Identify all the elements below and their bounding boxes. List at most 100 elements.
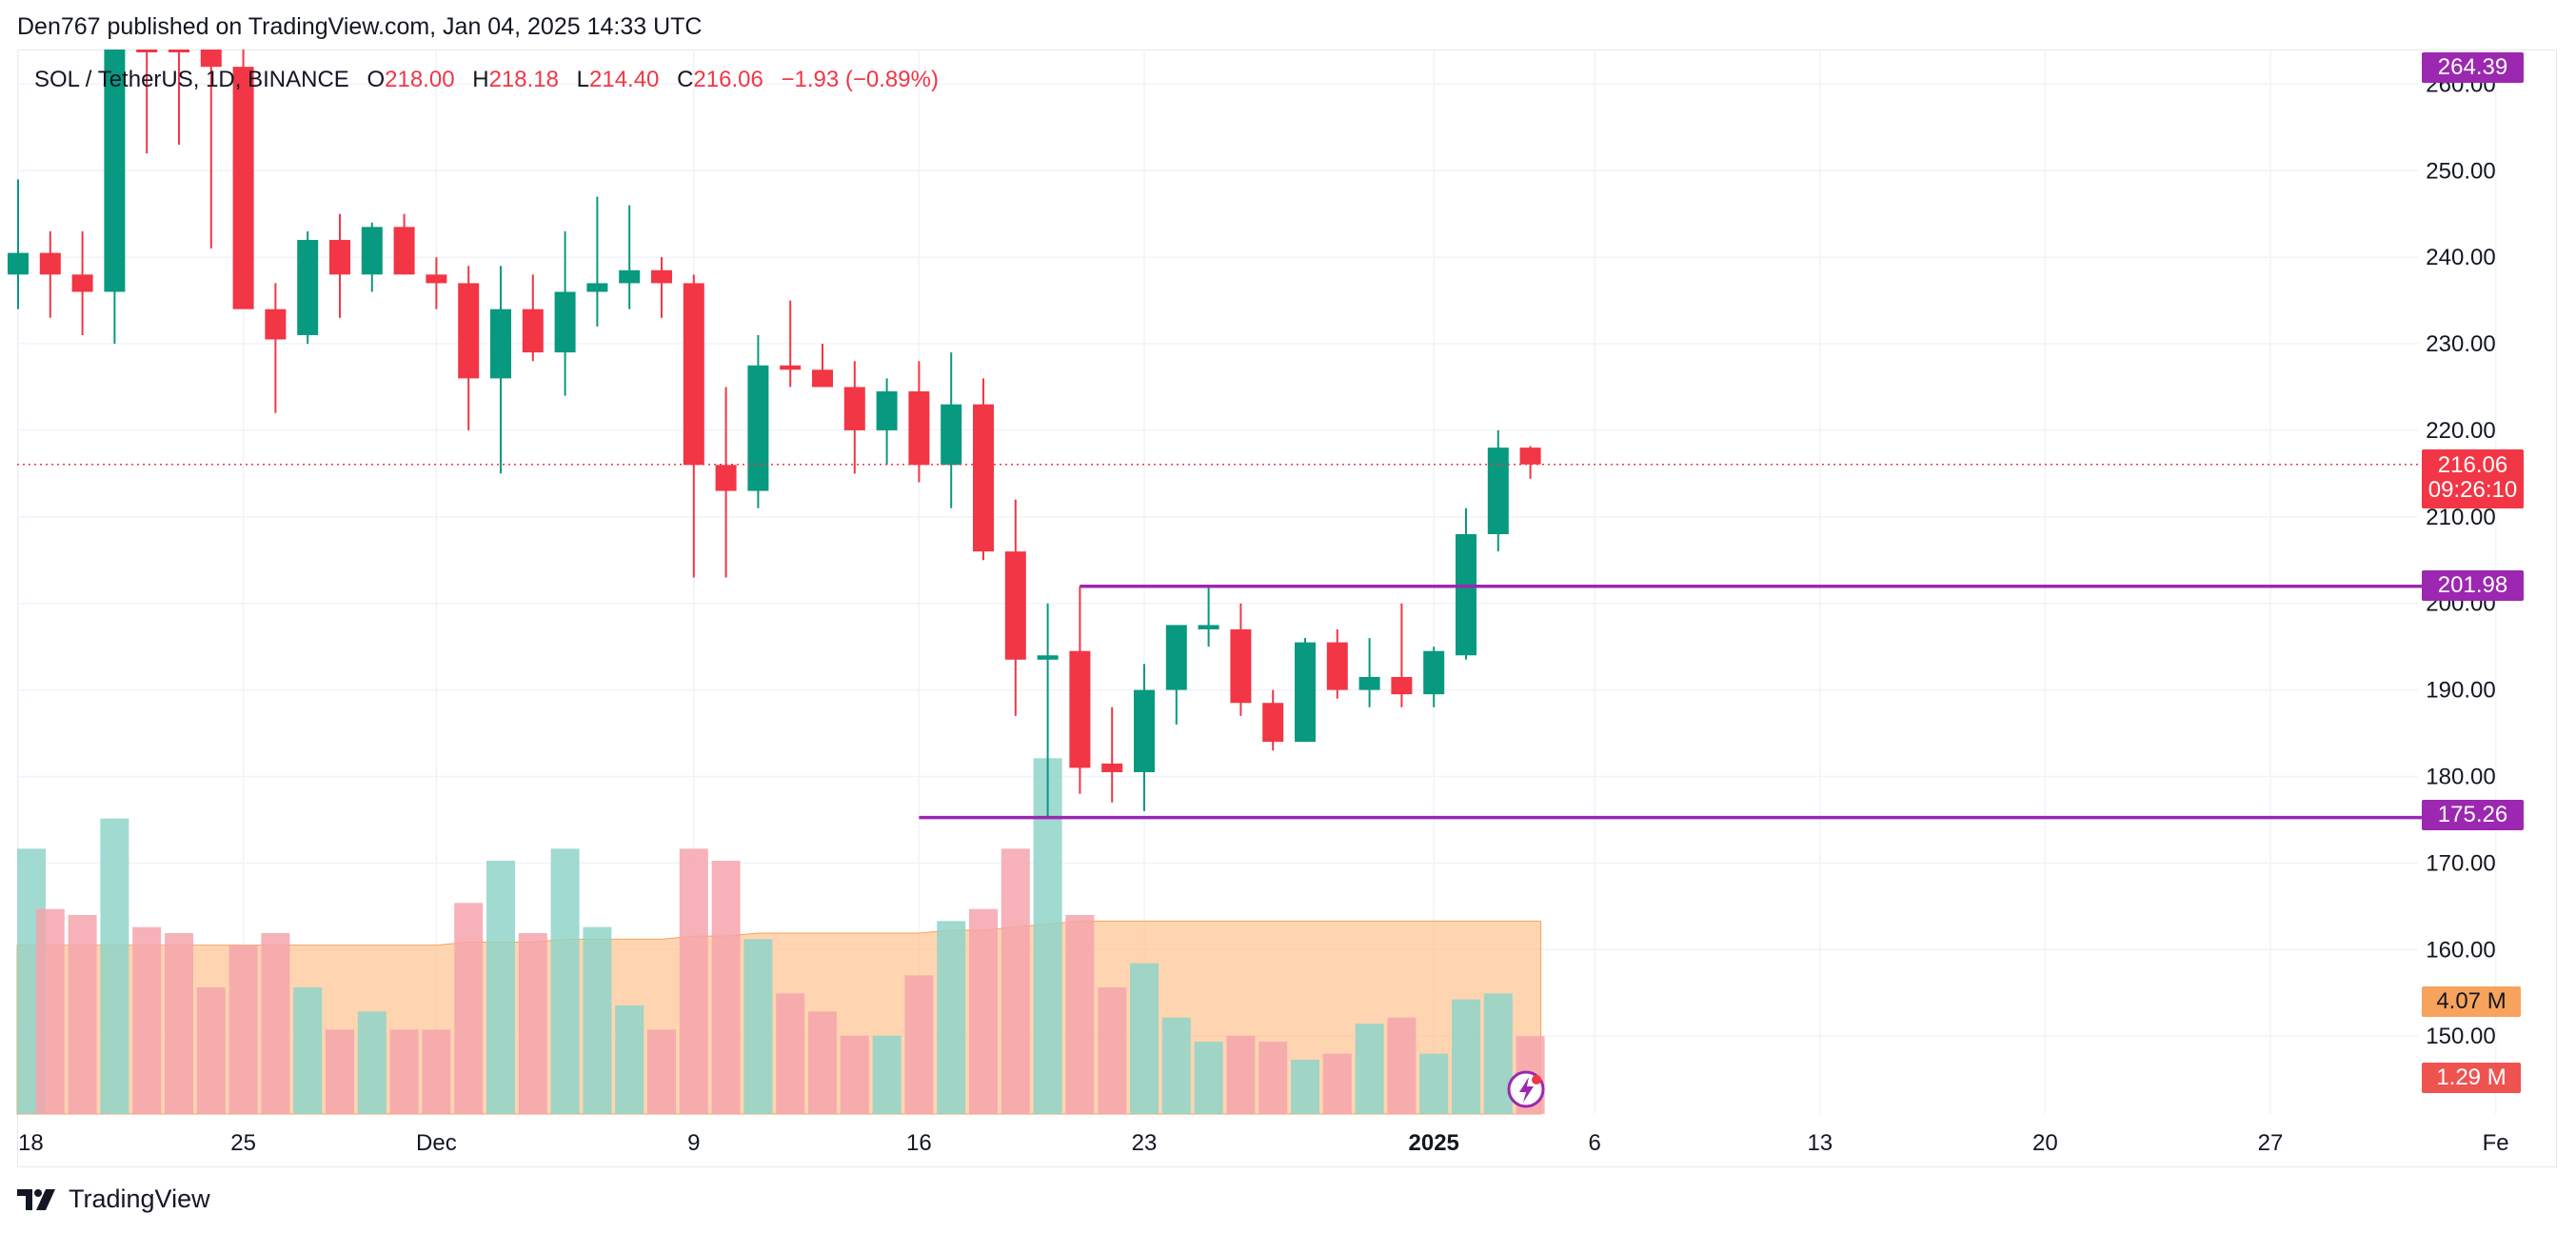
candle — [39, 230, 61, 318]
open-value: 218.00 — [385, 67, 455, 92]
horizontal-levels — [17, 463, 2422, 820]
volume-bar — [35, 908, 65, 1114]
last-price-tag: 216.06 09:26:10 — [2422, 449, 2524, 508]
time-tick-label: Dec — [416, 1130, 457, 1156]
price-tick-label: 180.00 — [2426, 765, 2495, 790]
price-tick-label: 230.00 — [2426, 331, 2495, 357]
candle-body — [39, 252, 61, 275]
close-label: C — [677, 67, 694, 92]
time-tick-label: 2025 — [1409, 1130, 1459, 1156]
candle — [1423, 647, 1445, 707]
volume-bar — [1419, 1053, 1449, 1114]
volume-bar — [1355, 1024, 1384, 1114]
candle — [1358, 638, 1380, 707]
candle-body — [1295, 642, 1316, 743]
flash-icon[interactable] — [1507, 1070, 1545, 1108]
price-axis: 150.00160.00170.00180.00190.00200.00210.… — [2426, 71, 2495, 1049]
time-tick-label: 25 — [230, 1130, 256, 1156]
candle-body — [1326, 642, 1348, 690]
candle — [1326, 628, 1348, 699]
candle — [200, 50, 222, 249]
candle-body — [780, 365, 802, 370]
volume-bar — [872, 1035, 902, 1114]
candle — [104, 50, 126, 345]
candle — [812, 344, 833, 388]
candle — [1134, 664, 1155, 811]
candle — [1262, 689, 1284, 751]
volume-bar — [454, 903, 484, 1114]
candle — [1456, 508, 1476, 660]
tradingview-logo-icon[interactable] — [17, 1187, 59, 1212]
candles — [8, 50, 1541, 818]
top-price-tag: 264.39 — [2422, 52, 2524, 83]
candle-body — [104, 50, 126, 292]
candle — [1487, 429, 1509, 552]
candle-body — [71, 274, 93, 292]
volume-bar — [1322, 1053, 1352, 1114]
volume-bar — [808, 1011, 837, 1114]
symbol-name[interactable]: SOL / TetherUS, 1D, BINANCE — [34, 67, 349, 92]
volume-bar — [228, 945, 258, 1114]
candle — [1101, 707, 1123, 803]
candle-body — [1101, 763, 1123, 772]
candle — [168, 50, 189, 145]
time-tick-label: Fe — [2483, 1130, 2509, 1156]
price-tick-label: 210.00 — [2426, 505, 2495, 530]
candle-body — [586, 283, 608, 292]
candle — [1230, 603, 1252, 716]
volume-bar — [357, 1011, 386, 1114]
tradingview-brand[interactable]: TradingView — [69, 1184, 210, 1213]
candle-body — [554, 291, 576, 353]
candle — [490, 266, 511, 474]
candle — [1391, 603, 1413, 707]
low-label: L — [576, 67, 589, 92]
support-price-tag: 175.26 — [2422, 800, 2524, 830]
time-tick-label: 18 — [18, 1130, 44, 1156]
volume-bar — [743, 939, 773, 1114]
volume-bar — [550, 848, 580, 1114]
candle — [361, 222, 383, 292]
volume-bar — [100, 818, 129, 1114]
candle — [1519, 446, 1541, 479]
candle-body — [265, 308, 287, 340]
candle-body — [973, 404, 994, 552]
low-value: 214.40 — [589, 67, 660, 92]
candle-body — [812, 369, 833, 388]
volume-bar — [518, 933, 547, 1114]
high-label: H — [472, 67, 489, 92]
candle — [136, 50, 158, 154]
candle-body — [683, 283, 704, 466]
candle — [586, 196, 608, 327]
volume-bar — [904, 975, 934, 1114]
candle-body — [458, 283, 480, 379]
volume-bar — [1130, 963, 1159, 1114]
candle — [683, 274, 704, 578]
candle — [941, 352, 962, 508]
volume-bar — [583, 926, 612, 1114]
volume-bars — [17, 758, 1545, 1114]
volume-bar — [1098, 987, 1127, 1114]
time-tick-label: 13 — [1807, 1130, 1833, 1156]
candle — [265, 283, 287, 413]
candle-body — [426, 274, 447, 284]
candle-body — [1069, 650, 1091, 768]
candle-body — [393, 227, 415, 275]
candle — [876, 378, 898, 466]
candle — [8, 179, 29, 309]
candle-body — [329, 239, 350, 275]
candle — [1165, 625, 1187, 725]
volume-bar — [679, 848, 708, 1114]
volume-bar — [1226, 1035, 1256, 1114]
close-value: 216.06 — [693, 67, 763, 92]
candle-body — [522, 308, 544, 353]
volume-bar — [196, 987, 226, 1114]
last-price-value: 216.06 — [2437, 452, 2508, 478]
price-tick-label: 160.00 — [2426, 937, 2495, 963]
bar-countdown: 09:26:10 — [2427, 477, 2518, 503]
candle-body — [1165, 625, 1187, 690]
volume-bar — [293, 987, 323, 1114]
candle-body — [876, 391, 898, 430]
time-tick-label: 16 — [906, 1130, 932, 1156]
candle-body — [747, 365, 769, 491]
